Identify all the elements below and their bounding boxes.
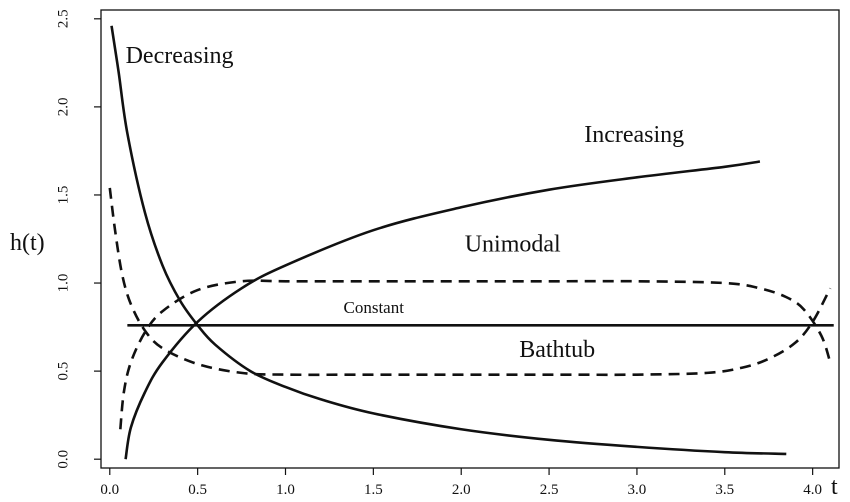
y-tick-label: 0.0 [55, 450, 71, 469]
series-line-unimodal [119, 279, 832, 430]
y-tick-label: 2.0 [55, 98, 71, 117]
series-line-bathtub [108, 187, 832, 377]
series-line-decreasing [110, 25, 787, 456]
x-axis-ticks: 0.0 0.5 1.0 1.5 2.0 2.5 3.0 3.5 4.0 [100, 468, 822, 498]
y-axis-label: h(t) [10, 230, 45, 256]
y-tick-label: 0.5 [55, 362, 71, 381]
y-tick-label: 1.0 [55, 274, 71, 293]
x-tick-label: 2.0 [452, 482, 471, 498]
annotation-decreasing: Decreasing [126, 43, 234, 69]
x-tick-label: 4.0 [803, 482, 822, 498]
x-tick-label: 1.5 [364, 482, 383, 498]
x-tick-label: 0.5 [188, 482, 207, 498]
x-tick-label: 3.0 [628, 482, 647, 498]
y-tick-label: 1.5 [55, 186, 71, 205]
annotation-unimodal: Unimodal [465, 231, 561, 257]
x-tick-label: 0.0 [100, 482, 119, 498]
y-tick-label: 2.5 [55, 9, 71, 28]
annotation-constant: Constant [343, 298, 404, 317]
series-layer [108, 25, 834, 460]
annotation-bathtub: Bathtub [519, 337, 595, 363]
annotation-increasing: Increasing [584, 122, 684, 148]
x-tick-label: 2.5 [540, 482, 559, 498]
plot-frame [100, 9, 840, 469]
annotation-layer: Decreasing Increasing Unimodal Constant Bath… [126, 43, 685, 363]
x-tick-label: 3.5 [715, 482, 734, 498]
y-axis-ticks: 0.0 0.5 1.0 1.5 2.0 2.5 [55, 9, 101, 469]
x-axis-label: t [831, 474, 838, 500]
series-line-increasing [124, 160, 761, 460]
x-tick-label: 1.0 [276, 482, 295, 498]
